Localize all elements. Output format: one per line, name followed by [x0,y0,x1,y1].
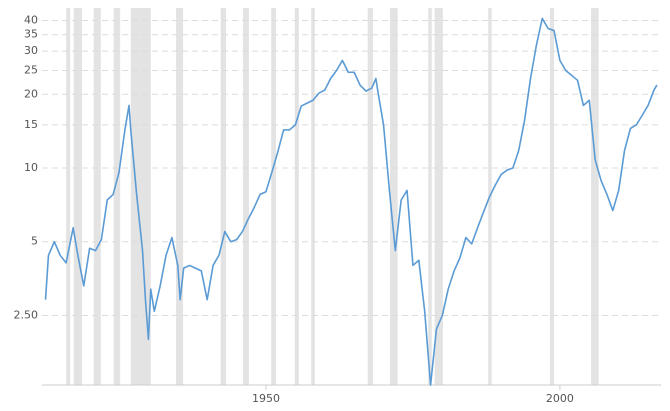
x-tick-label: 1950 [252,392,280,405]
shaded-range [271,8,276,385]
y-tick-label: 35 [24,28,38,41]
y-tick-label: 10 [24,161,38,174]
shaded-range [243,8,249,385]
y-tick-label: 2.50 [14,308,39,321]
shaded-range [220,8,226,385]
shaded-range [591,8,599,385]
shaded-range [66,8,71,385]
shaded-range [73,8,82,385]
shaded-range [294,8,299,385]
shaded-range [390,8,398,385]
shaded-range [93,8,101,385]
shaded-range [130,8,151,385]
data-line [44,17,658,386]
y-tick-label: 15 [24,118,38,131]
shaded-range [434,8,443,385]
y-tick-label: 5 [31,235,38,248]
shaded-range [549,8,555,385]
shaded-range [428,8,432,385]
shaded-range [311,8,315,385]
y-tick-label: 25 [24,64,38,77]
y-tick-label: 40 [24,14,38,27]
y-tick-label: 20 [24,87,38,100]
shaded-range [367,8,373,385]
y-tick-label: 30 [24,44,38,57]
shaded-range [176,8,184,385]
shaded-range [113,8,121,385]
x-tick-label: 2000 [546,392,574,405]
